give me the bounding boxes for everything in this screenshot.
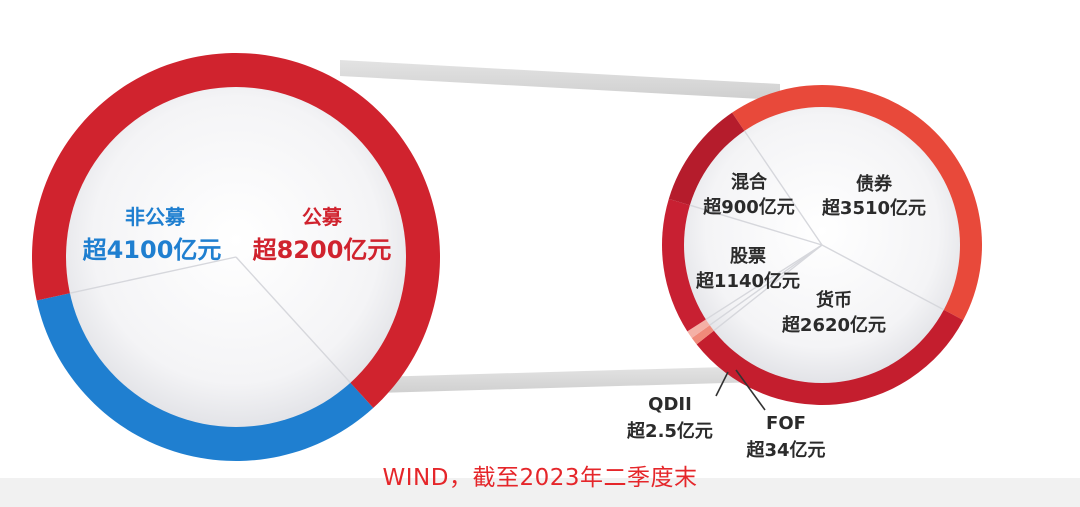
slice-crease (689, 204, 823, 246)
leader-line-QDII (715, 371, 729, 397)
label-value-QDII: 超2.5亿元 (627, 420, 713, 442)
slice-crease (821, 244, 945, 311)
label-category-混合: 混合 (731, 171, 768, 193)
donut-chart-left (31, 53, 440, 461)
footer-band (0, 478, 1080, 507)
slice-crease (709, 244, 823, 326)
slice-crease (713, 244, 823, 332)
label-category-货币: 货币 (816, 289, 852, 311)
leader-line-FOF (735, 369, 766, 411)
label-value-股票: 超1140亿元 (696, 270, 800, 292)
source-note: WIND，截至2023年二季度末 (382, 465, 698, 491)
slice-crease (743, 130, 823, 246)
label-category-公募: 公募 (302, 205, 343, 229)
slice-crease (235, 256, 351, 384)
donut-chart-right (662, 84, 983, 406)
connector-band-bottom (340, 366, 760, 394)
label-value-混合: 超900亿元 (703, 196, 795, 218)
label-value-FOF: 超34亿元 (746, 439, 825, 461)
label-value-非公募: 超4100亿元 (83, 236, 222, 264)
label-value-公募: 超8200亿元 (253, 236, 392, 264)
label-category-FOF: FOF (766, 413, 806, 434)
label-category-非公募: 非公募 (125, 205, 186, 229)
label-value-货币: 超2620亿元 (782, 314, 886, 336)
slice-crease (69, 256, 237, 294)
leader-lines (715, 369, 766, 411)
slice-crease (705, 244, 823, 321)
label-category-债券: 债券 (856, 173, 893, 195)
connector-bands (340, 60, 780, 394)
label-category-QDII: QDII (648, 394, 692, 415)
label-value-债券: 超3510亿元 (822, 197, 926, 219)
connector-band-top (340, 60, 780, 100)
label-category-股票: 股票 (729, 246, 766, 267)
